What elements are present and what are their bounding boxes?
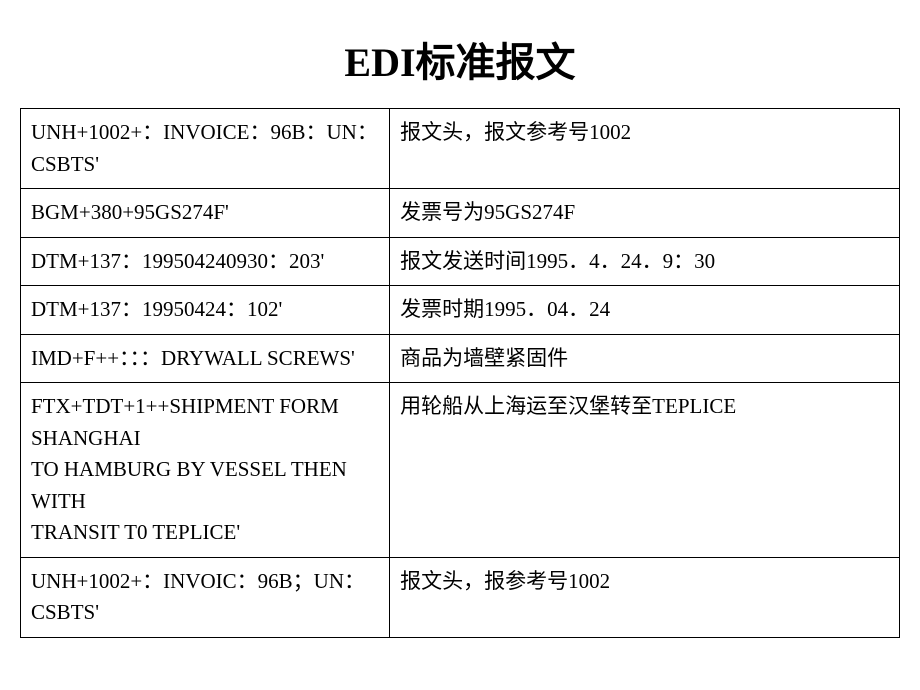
- description-cell: 商品为墙壁紧固件: [390, 334, 900, 383]
- edi-code-cell: UNH+1002+：INVOICE：96B：UN：CSBTS': [21, 109, 390, 189]
- description-cell: 报文发送时间1995．4．24．9：30: [390, 237, 900, 286]
- edi-table: UNH+1002+：INVOICE：96B：UN：CSBTS' 报文头，报文参考…: [20, 108, 900, 638]
- edi-code-cell: UNH+1002+：INVOIC：96B；UN：CSBTS': [21, 557, 390, 637]
- description-cell: 用轮船从上海运至汉堡转至TEPLICE: [390, 383, 900, 558]
- table-row: FTX+TDT+1++SHIPMENT FORM SHANGHAI TO HAM…: [21, 383, 900, 558]
- description-cell: 发票时期1995．04．24: [390, 286, 900, 335]
- table-row: UNH+1002+：INVOIC：96B；UN：CSBTS' 报文头，报参考号1…: [21, 557, 900, 637]
- edi-code-cell: IMD+F++：：：DRYWALL SCREWS': [21, 334, 390, 383]
- table-row: DTM+137：199504240930：203' 报文发送时间1995．4．2…: [21, 237, 900, 286]
- page-title: EDI标准报文: [20, 30, 900, 88]
- description-cell: 报文头，报文参考号1002: [390, 109, 900, 189]
- description-cell: 发票号为95GS274F: [390, 189, 900, 238]
- edi-code-cell: DTM+137：19950424：102': [21, 286, 390, 335]
- edi-code-cell: DTM+137：199504240930：203': [21, 237, 390, 286]
- table-row: UNH+1002+：INVOICE：96B：UN：CSBTS' 报文头，报文参考…: [21, 109, 900, 189]
- table-row: IMD+F++：：：DRYWALL SCREWS' 商品为墙壁紧固件: [21, 334, 900, 383]
- edi-code-cell: FTX+TDT+1++SHIPMENT FORM SHANGHAI TO HAM…: [21, 383, 390, 558]
- edi-code-cell: BGM+380+95GS274F': [21, 189, 390, 238]
- table-row: DTM+137：19950424：102' 发票时期1995．04．24: [21, 286, 900, 335]
- table-row: BGM+380+95GS274F' 发票号为95GS274F: [21, 189, 900, 238]
- description-cell: 报文头，报参考号1002: [390, 557, 900, 637]
